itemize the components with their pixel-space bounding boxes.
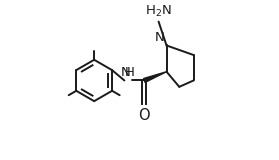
Text: N: N <box>121 66 130 79</box>
Text: H$_2$N: H$_2$N <box>145 4 172 19</box>
Text: H: H <box>125 66 135 79</box>
Polygon shape <box>143 72 167 82</box>
Text: N: N <box>154 31 164 44</box>
Text: O: O <box>138 108 150 123</box>
